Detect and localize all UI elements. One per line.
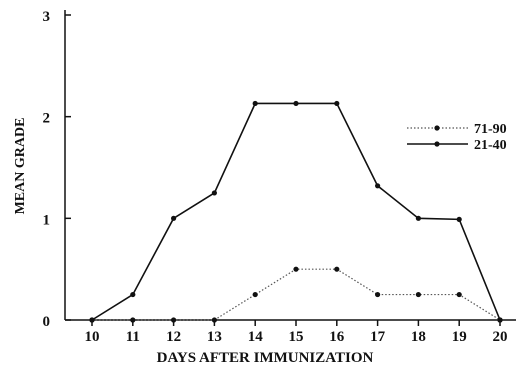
x-tick-label: 17	[370, 329, 386, 345]
data-point	[415, 215, 421, 221]
legend-marker	[434, 141, 440, 147]
x-tick-label: 19	[452, 329, 467, 345]
y-tick-label: 2	[43, 111, 51, 127]
data-point	[211, 190, 217, 196]
x-tick-label: 10	[85, 329, 100, 345]
data-point	[375, 291, 381, 298]
data-point	[334, 266, 340, 272]
y-tick-label: 0	[43, 314, 51, 330]
x-tick-label: 16	[329, 329, 345, 345]
y-tick-label: 1	[43, 212, 51, 228]
x-tick-label: 13	[207, 329, 222, 345]
x-tick-label: 20	[493, 329, 508, 345]
x-axis-label: DAYS AFTER IMMUNIZATION	[157, 350, 374, 366]
data-point	[171, 215, 177, 221]
x-tick-label: 12	[166, 329, 181, 345]
axes	[64, 10, 516, 321]
data-point	[497, 317, 503, 323]
data-point	[375, 183, 381, 189]
data-point	[130, 291, 136, 298]
x-tick-label: 14	[248, 329, 264, 345]
data-point	[252, 291, 258, 298]
series-line	[91, 102, 501, 321]
x-tick-label: 11	[126, 329, 140, 345]
series-line	[92, 268, 501, 321]
legend-label: 21-40	[474, 138, 507, 153]
data-point	[293, 266, 299, 272]
data-point	[415, 291, 421, 298]
data-point	[456, 216, 462, 222]
data-point	[334, 100, 340, 107]
legend-label: 71-90	[474, 122, 507, 137]
series-layer	[89, 100, 503, 323]
data-point	[130, 317, 136, 323]
data-point	[89, 317, 95, 323]
data-point	[211, 317, 217, 323]
data-point	[252, 100, 258, 107]
data-point	[293, 100, 299, 107]
y-axis-label: MEAN GRADE	[13, 118, 28, 215]
x-tick-label: 15	[289, 329, 304, 345]
y-tick-label: 3	[43, 9, 51, 25]
data-point	[171, 317, 177, 323]
x-ticks: 10 11 12 13 14 15 16 17 18 19 20	[85, 320, 508, 345]
y-ticks: 0 1 2 3	[43, 9, 71, 330]
x-tick-label: 18	[411, 329, 426, 345]
data-point	[456, 291, 462, 298]
legend-marker	[434, 125, 440, 131]
